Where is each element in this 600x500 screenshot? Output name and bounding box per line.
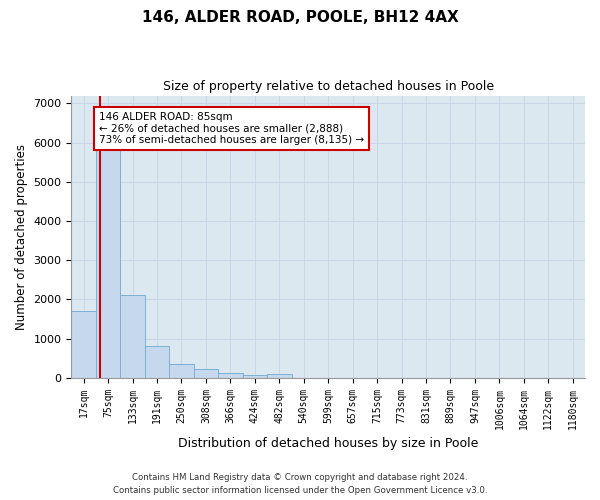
- Bar: [121, 296, 145, 378]
- Title: Size of property relative to detached houses in Poole: Size of property relative to detached ho…: [163, 80, 494, 93]
- Bar: [169, 364, 194, 378]
- Bar: [267, 374, 292, 378]
- Bar: [145, 346, 169, 378]
- Text: Contains HM Land Registry data © Crown copyright and database right 2024.
Contai: Contains HM Land Registry data © Crown c…: [113, 474, 487, 495]
- Y-axis label: Number of detached properties: Number of detached properties: [15, 144, 28, 330]
- Text: 146 ALDER ROAD: 85sqm
← 26% of detached houses are smaller (2,888)
73% of semi-d: 146 ALDER ROAD: 85sqm ← 26% of detached …: [99, 112, 364, 145]
- Bar: [194, 369, 218, 378]
- Bar: [218, 372, 242, 378]
- Text: 146, ALDER ROAD, POOLE, BH12 4AX: 146, ALDER ROAD, POOLE, BH12 4AX: [142, 10, 458, 25]
- Bar: [242, 376, 267, 378]
- Bar: [96, 150, 121, 378]
- Bar: [71, 311, 96, 378]
- X-axis label: Distribution of detached houses by size in Poole: Distribution of detached houses by size …: [178, 437, 478, 450]
